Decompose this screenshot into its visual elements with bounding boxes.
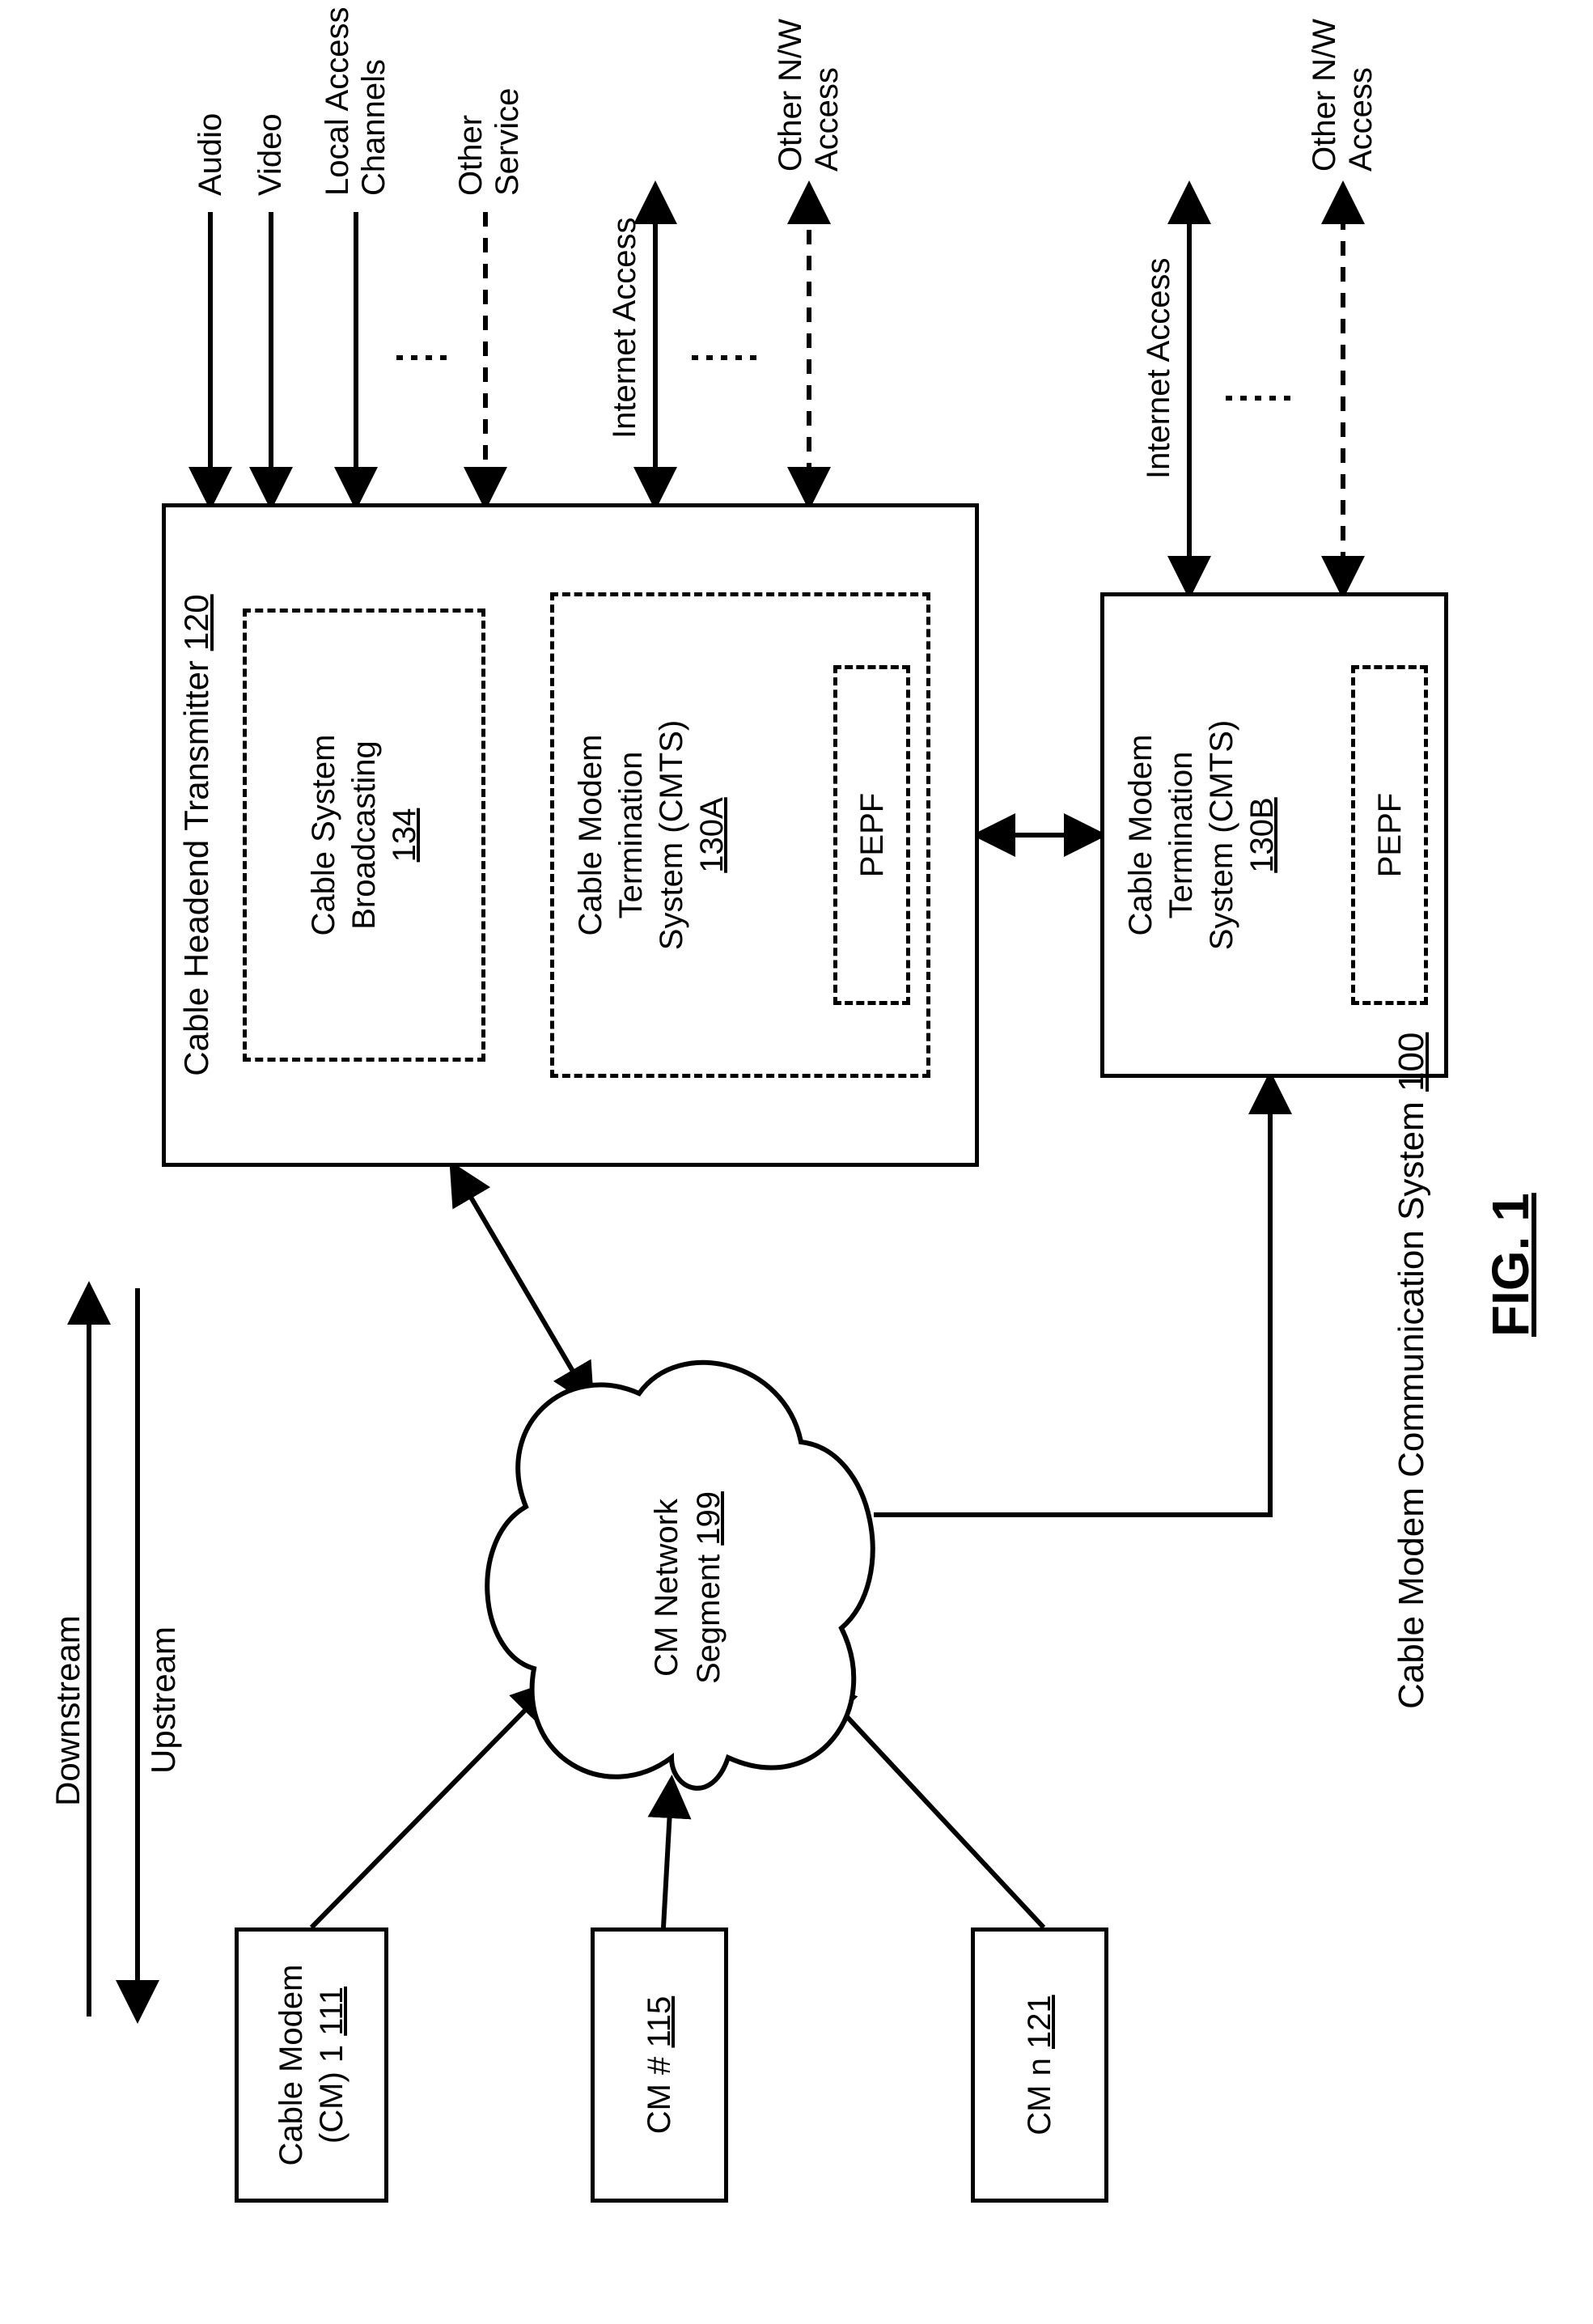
node-cmn: CM n 121: [971, 1927, 1108, 2203]
edge-cmn-cloud: [817, 1685, 1044, 1927]
pepf-b-label: PEPF: [1370, 793, 1410, 877]
ext-other1: Other: [453, 115, 489, 196]
node-pepf-b: PEPF: [1351, 665, 1428, 1005]
ext-inet-b: Internet Access: [1141, 258, 1177, 479]
node-cloud: CM Network Segment 199: [599, 1434, 777, 1741]
ext-video: Video: [252, 113, 289, 196]
ext-othernw-a2: Access: [809, 67, 845, 172]
cmtsb-ref: 130B: [1242, 797, 1282, 872]
ext-audio: Audio: [193, 113, 229, 196]
node-csb: Cable System Broadcasting 134: [243, 609, 485, 1062]
ext-lac1: Local Access: [320, 7, 356, 196]
cmn-ref: 121: [1022, 1995, 1057, 2049]
cm1-l2: (CM) 1: [314, 2045, 350, 2144]
cmn-l1: CM n: [1022, 2058, 1057, 2135]
cmtsa-l2: Termination: [611, 752, 651, 919]
upstream-label: Upstream: [144, 1626, 183, 1774]
node-cm1: Cable Modem (CM) 1 111: [235, 1927, 388, 2203]
ext-othernw-b1: Other N/W: [1307, 19, 1343, 172]
pepf-a-label: PEPF: [852, 793, 892, 877]
cloud-ref: 199: [691, 1491, 727, 1546]
cm1-l1: Cable Modem: [271, 1965, 311, 2166]
cmtsa-l3: System (CMTS): [651, 720, 692, 950]
edge-cm2-cloud: [663, 1782, 672, 1927]
headend-title: Cable Headend Transmitter: [177, 660, 215, 1076]
headend-title-row: Cable Headend Transmitter 120: [177, 594, 216, 1075]
cmtsa-l1: Cable Modem: [570, 735, 611, 936]
cm2-l1: CM #: [642, 2057, 677, 2135]
ext-inet-a: Internet Access: [607, 218, 643, 439]
cmtsb-l3: System (CMTS): [1201, 720, 1242, 950]
node-cm2: CM # 115: [591, 1927, 728, 2203]
csb-l2: Broadcasting: [344, 740, 384, 929]
downstream-label: Downstream: [49, 1615, 87, 1806]
cloud-l1: CM Network: [649, 1499, 684, 1677]
csb-l1: Cable System: [303, 735, 344, 936]
edge-cm1-cloud: [311, 1685, 550, 1927]
figure-caption-ref: 100: [1392, 1033, 1431, 1092]
figure-caption-text: Cable Modem Communication System: [1392, 1101, 1431, 1709]
cloud-l2: Segment: [691, 1554, 727, 1684]
ext-othernw-b2: Access: [1343, 67, 1379, 172]
ext-othernw-a1: Other N/W: [773, 19, 809, 172]
headend-ref: 120: [177, 594, 215, 651]
node-pepf-a: PEPF: [833, 665, 910, 1005]
edge-cloud-headend: [453, 1167, 591, 1402]
cm1-ref: 111: [314, 1987, 350, 2036]
cmtsb-l1: Cable Modem: [1121, 735, 1161, 936]
cmtsb-l2: Termination: [1161, 752, 1201, 919]
figure-number: FIG. 1: [1481, 1193, 1540, 1337]
ext-lac2: Channels: [356, 59, 392, 196]
cm2-ref: 115: [642, 1996, 677, 2048]
csb-ref: 134: [384, 808, 425, 863]
cmtsa-ref: 130A: [692, 797, 732, 872]
ext-other2: Service: [489, 88, 526, 196]
figure-caption: Cable Modem Communication System 100: [1392, 1033, 1432, 1709]
